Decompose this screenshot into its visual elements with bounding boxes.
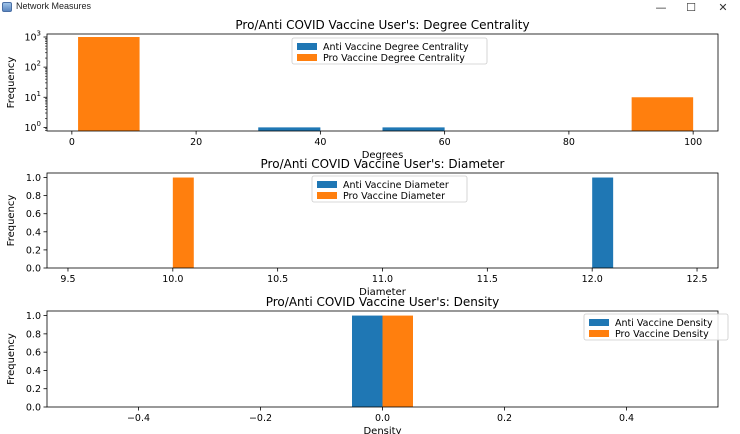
- chart-title: Pro/Anti COVID Vaccine User's: Density: [266, 295, 500, 309]
- legend-box: [583, 313, 729, 341]
- legend-swatch-pro: [317, 192, 337, 199]
- x-tick-label: 12.0: [582, 274, 603, 285]
- x-axis-label: Degrees: [362, 150, 404, 161]
- x-tick-label: 60: [439, 137, 451, 148]
- legend-swatch-anti: [297, 43, 317, 50]
- bar-pro: [172, 177, 194, 268]
- plot-frame: [46, 33, 719, 132]
- x-tick-label: 11.5: [477, 274, 498, 285]
- x-tick-label: 9.5: [60, 274, 75, 285]
- y-tick-label: 0.6: [26, 209, 41, 220]
- bar-pro: [382, 315, 413, 407]
- y-tick-label: 0.0: [26, 403, 41, 414]
- app-icon: [2, 2, 12, 12]
- bar-anti: [592, 177, 614, 268]
- x-tick-label: 10.0: [162, 274, 183, 285]
- legend-swatch-pro: [297, 54, 317, 61]
- legend-label: Pro Vaccine Diameter: [343, 191, 445, 202]
- minimize-button[interactable]: —: [655, 0, 667, 14]
- legend-box: [311, 175, 468, 203]
- x-tick-label: 0.0: [375, 413, 390, 424]
- y-tick-label: 101: [24, 90, 41, 104]
- x-tick-label: −0.2: [249, 413, 272, 424]
- y-axis-label: Frequency: [6, 333, 17, 385]
- chart-panel-3: Pro/Anti COVID Vaccine User's: Density −0…: [6, 295, 729, 434]
- legend-swatch-anti: [589, 319, 609, 326]
- chart-title: Pro/Anti COVID Vaccine User's: Degree Ce…: [235, 18, 529, 32]
- legend-swatch-anti: [317, 181, 337, 188]
- legend-label: Pro Vaccine Degree Centrality: [323, 53, 465, 64]
- y-axis-label: Frequency: [6, 57, 17, 109]
- bar-pro: [78, 37, 140, 131]
- x-tick-label: 12.5: [686, 274, 707, 285]
- legend-label: Anti Vaccine Diameter: [343, 180, 449, 191]
- y-tick-label: 1.0: [26, 173, 41, 184]
- x-tick-label: 11.0: [372, 274, 393, 285]
- x-axis-label: Diameter: [359, 287, 407, 298]
- y-tick-label: 100: [24, 120, 41, 134]
- y-tick-label: 0.8: [26, 191, 41, 202]
- legend-label: Anti Vaccine Density: [615, 318, 713, 329]
- chart-panel-2: Pro/Anti COVID Vaccine User's: Diameter 9…: [6, 157, 719, 298]
- x-tick-label: 0.4: [619, 413, 634, 424]
- y-tick-label: 0.2: [26, 245, 41, 256]
- bar-anti: [258, 127, 321, 131]
- maximize-button[interactable]: ☐: [686, 0, 696, 14]
- x-axis-label: Density: [363, 426, 401, 434]
- y-tick-label: 0.4: [26, 227, 41, 238]
- x-tick-label: 40: [314, 137, 326, 148]
- y-tick-label: 0.4: [26, 366, 41, 377]
- x-tick-label: 80: [563, 137, 575, 148]
- x-tick-label: 0: [69, 137, 75, 148]
- x-tick-label: −0.4: [127, 413, 150, 424]
- y-tick-label: 102: [24, 60, 41, 74]
- bar-anti: [352, 315, 383, 407]
- close-button[interactable]: ✕: [718, 0, 728, 14]
- y-axis-label: Frequency: [6, 195, 17, 247]
- x-tick-label: 20: [190, 137, 202, 148]
- window-title: Network Measures: [16, 1, 92, 11]
- y-tick-label: 0.6: [26, 348, 41, 359]
- x-tick-label: 0.2: [497, 413, 512, 424]
- y-tick-label: 103: [24, 30, 41, 44]
- bar-pro: [631, 97, 694, 131]
- legend-swatch-pro: [589, 330, 609, 337]
- chart-title: Pro/Anti COVID Vaccine User's: Diameter: [261, 157, 505, 171]
- x-tick-label: 100: [684, 137, 702, 148]
- x-tick-label: 10.5: [267, 274, 288, 285]
- window-titlebar: Network Measures — ☐ ✕: [0, 0, 740, 16]
- y-tick-label: 0.0: [26, 264, 41, 275]
- y-tick-label: 1.0: [26, 311, 41, 322]
- legend-label: Pro Vaccine Density: [615, 329, 709, 340]
- y-tick-label: 0.8: [26, 329, 41, 340]
- legend-box: [291, 37, 488, 65]
- chart-panel-1: Pro/Anti COVID Vaccine User's: Degree Ce…: [6, 18, 719, 161]
- bar-anti: [382, 127, 445, 131]
- y-tick-label: 0.2: [26, 384, 41, 395]
- legend-label: Anti Vaccine Degree Centrality: [323, 42, 469, 53]
